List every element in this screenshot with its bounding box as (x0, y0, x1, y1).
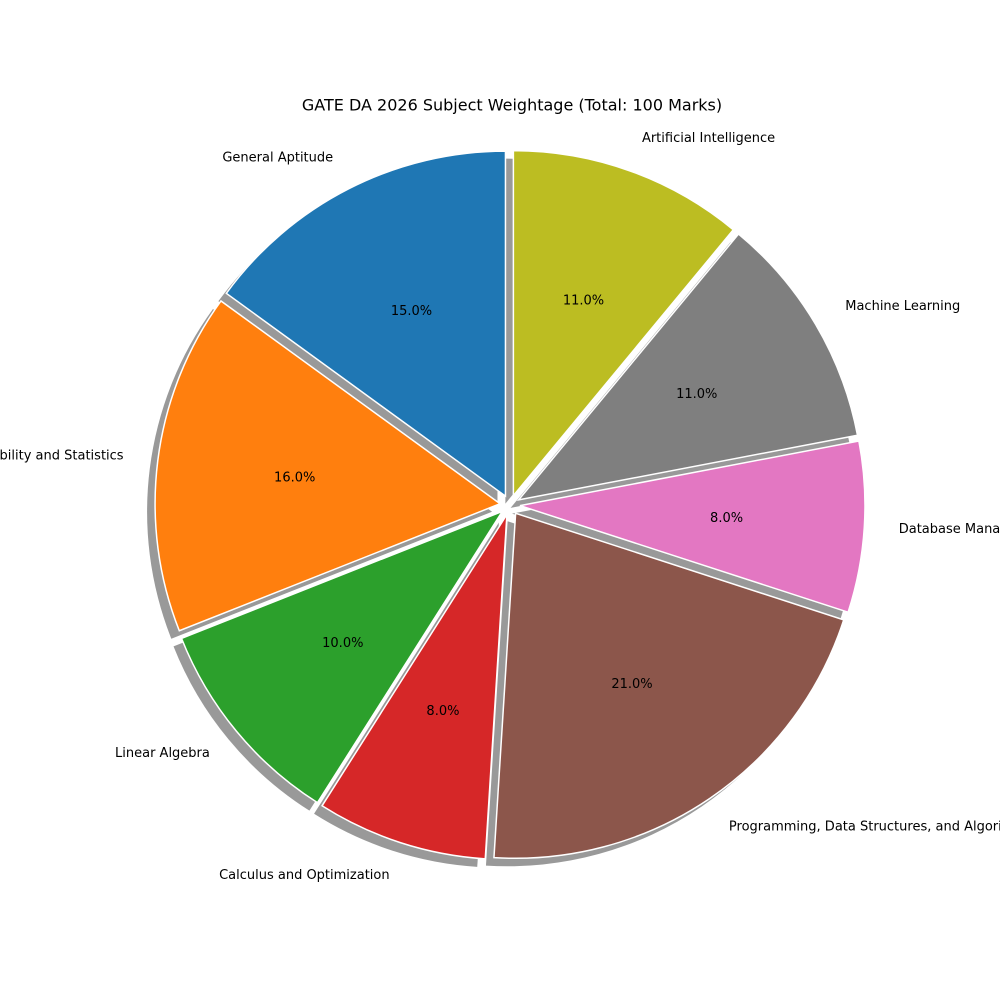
slice (225, 150, 507, 498)
slice-label: Calculus and Optimization (219, 868, 390, 883)
slice-label: Artificial Intelligence (642, 131, 775, 146)
value-label: 21.0% (611, 677, 652, 692)
slice-label: Machine Learning (845, 299, 960, 314)
slice (493, 512, 845, 859)
slice (154, 299, 502, 632)
chart-title: GATE DA 2026 Subject Weightage (Total: 1… (302, 96, 722, 115)
value-label: 8.0% (426, 704, 459, 719)
slice (321, 514, 508, 860)
value-label: 11.0% (563, 293, 604, 308)
slice-label: Probability and Statistics (0, 449, 124, 464)
value-label: 11.0% (676, 387, 717, 402)
slice (180, 509, 505, 804)
value-label: 15.0% (391, 304, 432, 319)
slice (516, 233, 859, 502)
value-label: 10.0% (322, 636, 363, 651)
value-label: 16.0% (274, 470, 315, 485)
slice-label: Linear Algebra (115, 746, 210, 761)
slice (519, 440, 866, 614)
value-label: 8.0% (710, 511, 743, 526)
slice-label: Programming, Data Structures, and Algori… (729, 820, 1000, 835)
slice (512, 149, 735, 498)
slice-layer (154, 149, 866, 860)
slice-label: Database Management and Warehousing (899, 522, 1000, 537)
slice-label: General Aptitude (222, 150, 333, 165)
